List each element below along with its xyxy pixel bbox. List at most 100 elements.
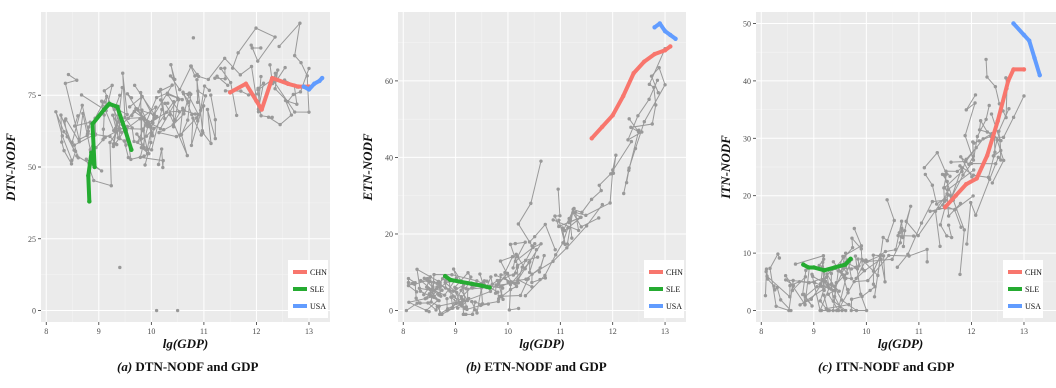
history-point [523,294,528,298]
history-point [532,234,537,239]
history-point [837,289,841,293]
history-point [418,289,423,293]
history-point [557,218,561,222]
history-point [768,266,772,271]
history-point [850,245,855,250]
series-point-chn [285,81,291,86]
history-trajectories [404,46,667,317]
history-point [209,141,213,146]
history-point [223,77,227,81]
history-point [946,223,951,227]
history-point [152,112,156,116]
series-point-sle [806,265,811,270]
history-point [464,312,468,317]
history-point [219,66,223,71]
history-point [516,222,521,226]
history-point [201,131,205,135]
history-line [416,268,442,311]
history-point [934,202,939,206]
history-point [112,128,116,133]
series-point-usa [1027,38,1032,43]
history-point [189,92,193,96]
history-point [971,173,976,177]
history-point [503,270,507,275]
y-axis-label: ETN-NODF [360,133,375,201]
history-point [85,131,90,136]
history-point [69,162,74,166]
history-point [1004,76,1008,80]
history-point [524,277,528,281]
history-point [959,155,963,159]
history-point [454,286,459,291]
history-point [499,284,504,288]
history-line [553,155,617,232]
history-point [852,279,856,284]
history-point [261,81,266,85]
history-point [776,252,780,256]
caption-a-text: DTN-NODF and GDP [135,359,259,374]
history-point [872,295,877,299]
legend-label-sle: SLE [666,285,680,294]
history-point [973,101,977,105]
history-point [652,85,656,90]
history-point [826,285,830,289]
history-point [289,113,294,117]
history-point [860,267,865,271]
history-point [189,64,193,68]
history-point [871,282,876,286]
x-tick-label: 9 [812,327,816,336]
series-point-chn [620,93,626,99]
x-axis-label: lg(GDP) [878,336,924,351]
history-point [978,119,983,123]
history-point [195,119,200,123]
history-point [654,103,658,107]
series-point-usa [319,75,325,81]
history-point [59,113,63,117]
history-point [556,187,560,191]
history-point [415,267,419,271]
history-point [412,282,417,286]
history-point [429,300,433,304]
history-point [883,249,888,254]
history-line [196,79,216,146]
history-point [611,171,616,175]
history-point [611,168,615,172]
history-point [831,308,835,313]
history-point [278,122,282,127]
history-point [843,308,848,313]
series-point-sle [87,199,92,204]
history-point [213,136,218,141]
history-point [865,259,869,264]
history-point [908,204,913,208]
history-point [132,109,137,114]
history-point [259,74,263,79]
history-point [853,254,858,258]
history-point [127,105,132,109]
history-point [513,259,518,263]
history-point [190,112,194,117]
history-point [129,96,134,100]
caption-c-prefix: (c) [818,359,833,374]
history-point [99,99,104,103]
history-point [790,288,795,293]
history-point [466,271,470,275]
series-point-sle [92,164,97,170]
legend-label-usa: USA [310,302,326,311]
history-line [964,94,990,161]
series-point-usa [657,21,663,26]
history-line [406,295,463,316]
history-point [843,251,848,255]
history-point [984,117,988,122]
x-tick-label: 9 [97,327,101,336]
plot-background [398,12,686,322]
history-point [406,280,411,285]
history-point [177,87,182,92]
history-point [511,266,515,270]
history-point [180,97,184,102]
history-point [570,236,574,240]
highlight-series [801,21,1042,273]
history-line [902,192,961,247]
history-point [111,142,116,146]
series-point-chn [641,59,647,64]
history-point [60,134,65,138]
